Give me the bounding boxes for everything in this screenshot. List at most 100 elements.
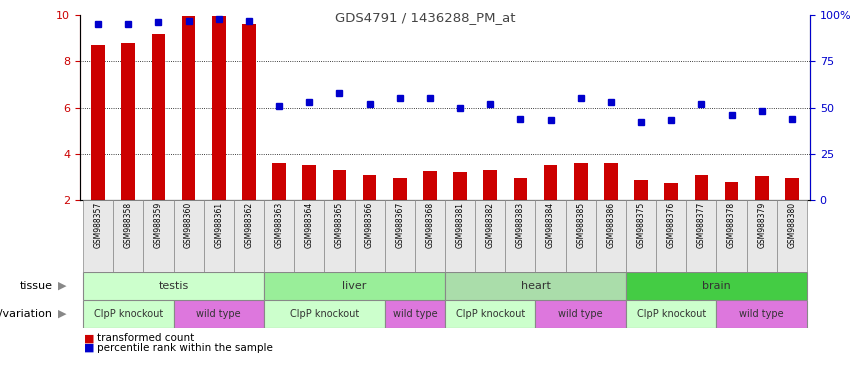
Text: GDS4791 / 1436288_PM_at: GDS4791 / 1436288_PM_at [335,12,516,25]
Bar [83,272,264,300]
Bar [656,200,686,272]
Bar [755,176,768,200]
Text: ■: ■ [84,333,94,343]
Bar [626,300,717,328]
Text: ClpP knockout: ClpP knockout [289,309,359,319]
Text: wild type: wild type [740,309,784,319]
Bar [393,178,407,200]
Bar [212,16,226,200]
Bar [333,170,346,200]
Bar [544,166,557,200]
Bar [746,200,777,272]
Bar [626,200,656,272]
Text: ClpP knockout: ClpP knockout [94,309,163,319]
Text: GSM988363: GSM988363 [275,202,283,248]
Bar [626,272,807,300]
Bar [596,200,626,272]
Text: GSM988386: GSM988386 [607,202,615,248]
Bar [423,171,437,200]
Bar [686,200,717,272]
Bar [151,33,165,200]
Text: GSM988379: GSM988379 [757,202,766,248]
Bar [302,166,316,200]
Text: ClpP knockout: ClpP knockout [455,309,525,319]
Bar [324,200,355,272]
Bar [694,175,708,200]
Text: ClpP knockout: ClpP knockout [637,309,705,319]
Text: GSM988378: GSM988378 [727,202,736,248]
Bar [454,172,467,200]
Bar [143,200,174,272]
Text: GSM988360: GSM988360 [184,202,193,248]
Bar [243,24,255,200]
Bar [717,300,807,328]
Bar [566,200,596,272]
Text: testis: testis [158,281,189,291]
Bar [264,272,445,300]
Bar [634,180,648,200]
Bar [725,182,739,200]
Bar [445,200,475,272]
Bar [355,200,385,272]
Text: tissue: tissue [20,281,53,291]
Text: GSM988361: GSM988361 [214,202,223,248]
Bar [272,163,286,200]
Text: GSM988383: GSM988383 [516,202,525,248]
Text: genotype/variation: genotype/variation [0,309,53,319]
Bar [604,163,618,200]
Bar [91,45,105,200]
Text: liver: liver [342,281,367,291]
Bar [535,200,566,272]
Bar [234,200,264,272]
Text: GSM988362: GSM988362 [244,202,254,248]
Bar [83,200,113,272]
Bar [475,200,505,272]
Bar [535,300,626,328]
Text: GSM988376: GSM988376 [666,202,676,248]
Bar [574,163,587,200]
Bar [483,170,497,200]
Bar [385,300,445,328]
Text: GSM988377: GSM988377 [697,202,706,248]
Bar [777,200,807,272]
Text: GSM988366: GSM988366 [365,202,374,248]
Text: transformed count: transformed count [97,333,194,343]
Text: brain: brain [702,281,731,291]
Text: GSM988365: GSM988365 [335,202,344,248]
Text: GSM988357: GSM988357 [94,202,103,248]
Text: ■: ■ [84,343,94,353]
Text: GSM988375: GSM988375 [637,202,646,248]
Bar [665,183,678,200]
Text: wild type: wild type [392,309,437,319]
Bar [174,200,203,272]
Bar [182,16,196,200]
Bar [83,300,174,328]
Text: heart: heart [521,281,551,291]
Text: ▶: ▶ [58,281,66,291]
Text: wild type: wild type [558,309,603,319]
Bar [113,200,143,272]
Bar [414,200,445,272]
Text: GSM988364: GSM988364 [305,202,314,248]
Bar [785,178,799,200]
Text: GSM988385: GSM988385 [576,202,585,248]
Text: GSM988368: GSM988368 [426,202,434,248]
Bar [122,43,135,200]
Bar [385,200,414,272]
Text: GSM988380: GSM988380 [787,202,797,248]
Bar [294,200,324,272]
Bar [174,300,264,328]
Bar [505,200,535,272]
Text: GSM988358: GSM988358 [123,202,133,248]
Bar [264,200,294,272]
Bar [363,175,376,200]
Text: GSM988382: GSM988382 [486,202,494,248]
Bar [445,300,535,328]
Bar [717,200,746,272]
Text: GSM988381: GSM988381 [455,202,465,248]
Text: GSM988359: GSM988359 [154,202,163,248]
Text: ▶: ▶ [58,309,66,319]
Bar [514,178,528,200]
Text: wild type: wild type [197,309,241,319]
Text: GSM988367: GSM988367 [395,202,404,248]
